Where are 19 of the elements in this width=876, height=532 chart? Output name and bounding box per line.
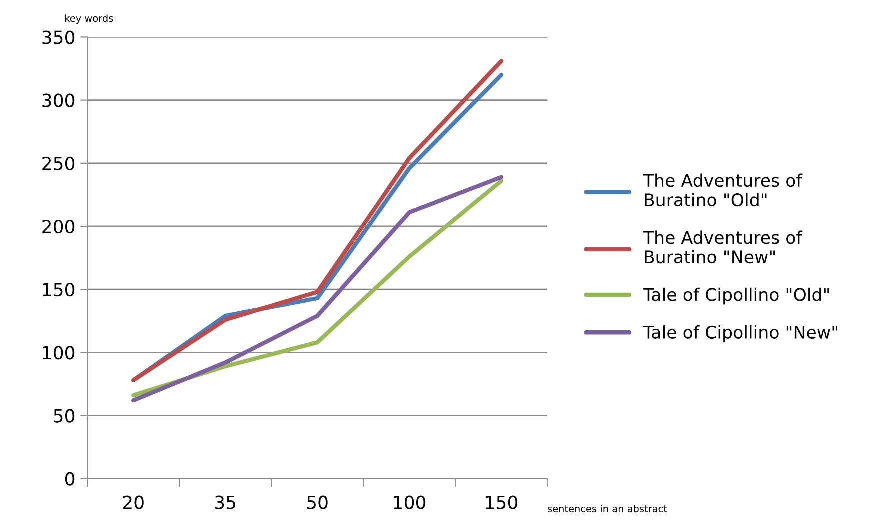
y-tick-label: 0 <box>65 472 75 486</box>
legend-label: The Adventures of Buratino "Old" <box>643 174 803 207</box>
x-axis-title: sentences in an abstract <box>548 505 668 513</box>
y-tick-label: 200 <box>42 220 75 234</box>
y-tick-label: 350 <box>42 30 75 44</box>
legend-label: Tale of Cipollino "Old" <box>643 288 830 305</box>
y-tick-label: 300 <box>42 94 75 108</box>
y-tick-label: 250 <box>42 156 75 171</box>
y-tick-label: 150 <box>43 283 75 297</box>
legend-label: The Adventures of Buratino "New" <box>643 230 803 264</box>
x-tick-label: 150 <box>486 496 518 510</box>
x-tick-label: 50 <box>307 496 328 510</box>
y-tick-label: 50 <box>54 409 75 423</box>
x-tick-label: 20 <box>123 496 144 510</box>
legend-label: Tale of Cipollino "New" <box>643 326 838 342</box>
y-axis-title: key words <box>65 14 114 24</box>
x-tick-label: 35 <box>215 496 236 510</box>
x-tick-label: 100 <box>394 496 426 510</box>
y-tick-label: 100 <box>43 346 75 360</box>
